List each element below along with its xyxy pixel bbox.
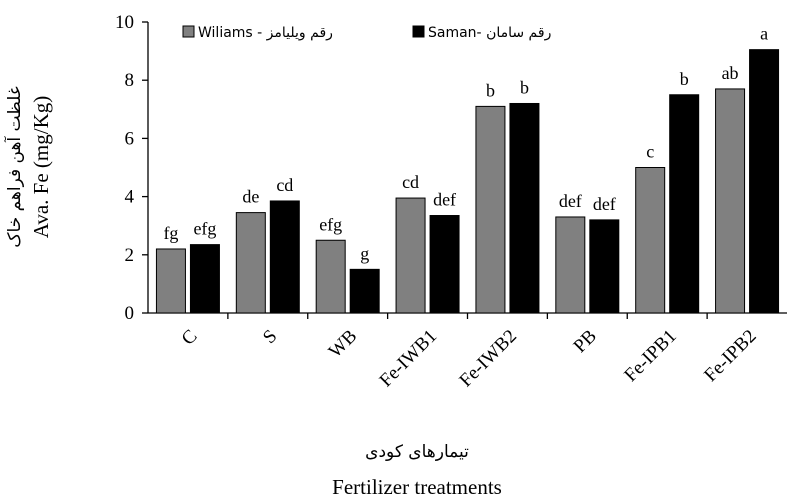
legend-swatch-saman — [412, 25, 425, 38]
bar-saman-pb — [589, 219, 620, 314]
legend-swatch-wiliams — [182, 25, 195, 38]
significance-letter: de — [242, 187, 259, 207]
y-axis-title-persian: غلظت آهن فراهم خاک — [3, 86, 25, 248]
y-axis-title: Ava. Fe (mg/Kg) — [29, 96, 53, 239]
bar-wiliams-wb — [315, 239, 346, 314]
bar-wiliams-fe-iwb2 — [475, 105, 506, 314]
legend-label-saman: Saman- رقم سامان — [428, 25, 551, 41]
x-axis-ticks: C S WB Fe-IWB1 Fe-IWB2 PB Fe-IPB1 Fe-IPB2 — [178, 313, 761, 391]
x-tick-label: Fe-IWB1 — [376, 326, 442, 392]
bar-saman-c — [189, 244, 220, 314]
significance-letter: efg — [193, 219, 216, 239]
bar-wiliams-pb — [555, 216, 586, 314]
significance-letter: def — [593, 194, 616, 214]
bar-wiliams-fe-ipb1 — [635, 167, 666, 314]
legend-label-wiliams: Wiliams - رقم ویلیامز — [198, 25, 333, 41]
x-axis-title: Fertilizer treatments — [332, 475, 502, 499]
x-tick-label: WB — [325, 326, 361, 362]
x-tick-label: S — [259, 326, 281, 348]
significance-letter: b — [486, 80, 495, 100]
x-tick-label: Fe-IPB1 — [620, 326, 680, 386]
bar-saman-wb — [349, 268, 380, 314]
y-tick-label: 6 — [125, 128, 135, 149]
significance-letter: efg — [319, 214, 342, 234]
y-axis-ticks: 0 2 4 6 8 10 — [115, 12, 148, 324]
bar-wiliams-fe-iwb1 — [395, 197, 426, 314]
significance-letter: c — [646, 142, 654, 162]
significance-letter: b — [680, 69, 689, 89]
significance-letter: b — [520, 77, 529, 97]
significance-letter: cd — [276, 175, 293, 195]
x-tick-label: PB — [570, 326, 601, 357]
y-tick-label: 8 — [125, 70, 135, 91]
x-tick-label: C — [178, 326, 202, 350]
y-tick-label: 0 — [125, 303, 135, 324]
x-tick-label: Fe-IWB2 — [455, 326, 521, 392]
significance-letter: def — [559, 191, 582, 211]
x-tick-label: Fe-IPB2 — [700, 326, 760, 386]
bar-wiliams-c — [155, 248, 186, 314]
y-tick-label: 2 — [125, 245, 135, 266]
significance-letter: def — [433, 190, 456, 210]
bar-saman-fe-ipb1 — [669, 94, 700, 314]
significance-letter: g — [360, 243, 369, 263]
bar-saman-fe-iwb1 — [429, 215, 460, 314]
bar-saman-fe-ipb2 — [749, 49, 780, 314]
significance-letter: cd — [402, 172, 419, 192]
x-axis-title-persian: تیمارهای کودی — [365, 442, 469, 462]
y-tick-label: 4 — [125, 187, 135, 208]
bar-wiliams-s — [235, 212, 266, 314]
significance-letter: a — [760, 24, 768, 44]
significance-letter: fg — [163, 223, 178, 243]
significance-letter: ab — [722, 63, 739, 83]
legend: Wiliams - رقم ویلیامز Saman- رقم سامان — [182, 25, 551, 41]
bars-group — [155, 49, 780, 314]
bar-saman-fe-iwb2 — [509, 102, 540, 314]
bar-saman-s — [269, 200, 300, 314]
y-tick-label: 10 — [115, 12, 134, 33]
bar-wiliams-fe-ipb2 — [715, 88, 746, 314]
